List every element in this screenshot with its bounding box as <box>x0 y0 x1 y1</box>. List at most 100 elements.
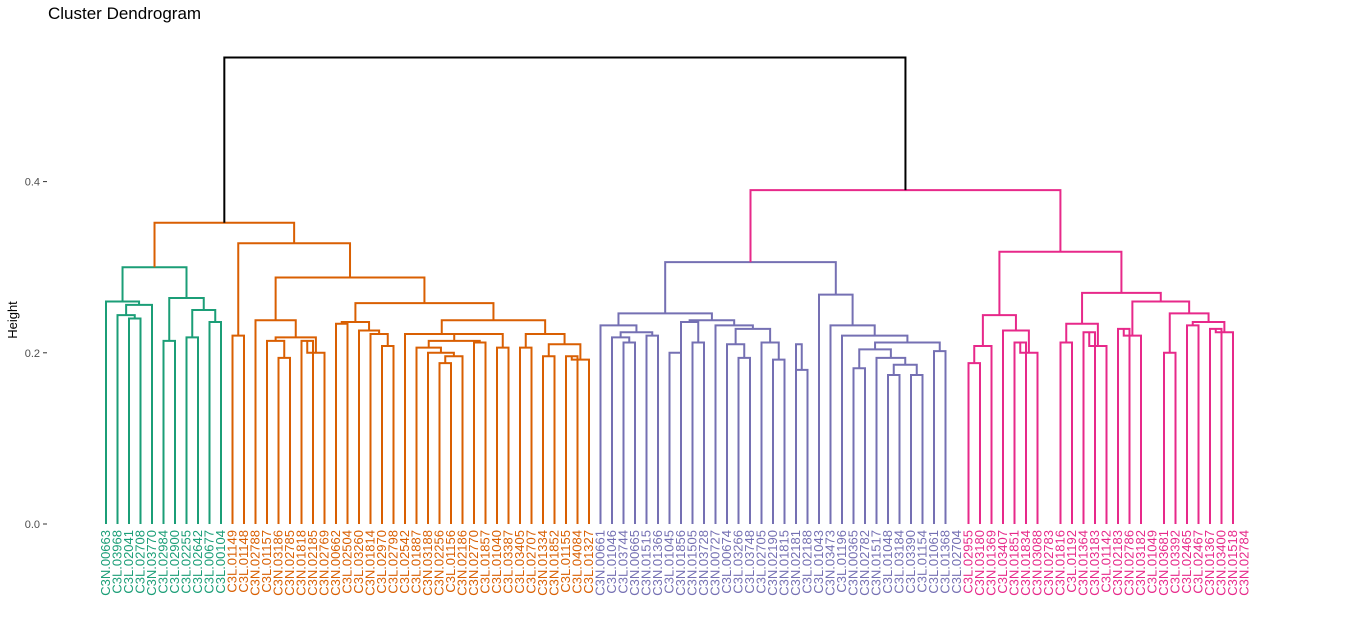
leaf-label: C3L.02041 <box>121 530 136 594</box>
leaf-label: C3N.02788 <box>248 530 263 596</box>
leaf-label: C3L.02704 <box>949 530 964 594</box>
leaf-label: C3N.02786 <box>1122 530 1137 596</box>
leaf-label: C3N.01364 <box>1076 530 1091 596</box>
leaf-label: C3N.03088 <box>1030 530 1045 596</box>
dendrogram-link <box>565 355 579 524</box>
leaf-label: C3L.02955 <box>961 530 976 594</box>
leaf-label: C3L.03392 <box>1168 530 1183 594</box>
leaf-label: C3L.02188 <box>800 530 815 594</box>
leaf-label: C3L.03260 <box>351 530 366 594</box>
dendrogram-link <box>354 302 495 322</box>
leaf-label: C3N.02782 <box>857 530 872 596</box>
leaf-label: C3N.01367 <box>1202 530 1217 596</box>
dendrogram-link <box>1131 300 1191 336</box>
leaf-label: C3N.02181 <box>788 530 803 596</box>
y-axis: 0.0 0.2 0.4 Height <box>5 177 47 531</box>
leaf-label: C3L.03748 <box>742 530 757 594</box>
dendrogram-link <box>369 332 389 524</box>
leaf-label: C3N.02785 <box>282 530 297 596</box>
dendrogram-link <box>121 266 188 302</box>
dendrogram-link <box>622 341 636 524</box>
leaf-label: C3L.02642 <box>190 530 205 594</box>
leaf-label: C3L.02970 <box>374 530 389 594</box>
leaf-label: C3L.01049 <box>1145 530 1160 594</box>
chart-title: Cluster Dendrogram <box>48 4 202 23</box>
leaf-label: C3N.00662 <box>328 530 343 596</box>
leaf-label: C3L.02798 <box>386 530 401 594</box>
leaf-label: C3N.02769 <box>317 530 332 596</box>
leaf-label: C3L.04084 <box>570 530 585 594</box>
leaf-label: C3L.00674 <box>719 530 734 594</box>
leaf-label: C3L.01045 <box>662 530 677 594</box>
dendrogram-link <box>1059 341 1073 524</box>
dendrogram-link <box>998 250 1123 316</box>
leaf-label: C3L.01857 <box>478 530 493 594</box>
dendrogram-link <box>818 293 854 524</box>
leaf-label: C3N.01852 <box>547 530 562 596</box>
leaf-label: C3N.03180 <box>972 530 987 596</box>
dendrogram-link <box>153 221 296 268</box>
leaf-label: C3N.00665 <box>627 530 642 596</box>
leaf-label: C3N.01366 <box>650 530 665 596</box>
leaf-label: C3L.03968 <box>110 530 125 594</box>
leaf-label: C3N.03728 <box>696 530 711 596</box>
dendrogram-link <box>664 261 837 314</box>
y-axis-title: Height <box>5 301 20 339</box>
leaf-label: C3L.00104 <box>213 530 228 594</box>
dendrogram-link <box>223 56 907 223</box>
leaf-label: C3L.02467 <box>1191 530 1206 594</box>
dendrogram-link <box>892 363 918 376</box>
leaf-label: C3N.03186 <box>271 530 286 596</box>
dendrogram-link <box>542 355 556 524</box>
dendrogram-link <box>404 332 479 524</box>
leaf-label: C3N.01818 <box>294 530 309 596</box>
dendrogram-link <box>910 374 924 524</box>
dendrogram-link <box>795 368 809 524</box>
dendrogram-branches <box>105 56 1234 524</box>
leaf-label: C3L.01048 <box>880 530 895 594</box>
leaf-label: C3N.01369 <box>984 530 999 596</box>
leaf-label: C3L.01154 <box>915 530 930 593</box>
dendrogram-link <box>277 356 291 524</box>
leaf-label: C3N.00365 <box>846 530 861 596</box>
dendrogram-link <box>1191 320 1226 333</box>
dendrogram-link <box>1186 324 1200 524</box>
leaf-label: C3N.01334 <box>535 530 550 596</box>
dendrogram-link <box>1117 327 1131 524</box>
leaf-label: C3N.01834 <box>1018 530 1033 596</box>
leaf-label: C3L.03184 <box>892 530 907 594</box>
dendrogram-link <box>116 314 136 524</box>
y-tick-label: 0.2 <box>25 348 40 360</box>
leaf-label: C3N.02784 <box>1237 530 1252 596</box>
leaf-labels: C3N.00663C3L.03968C3L.02041C3L.02708C3N.… <box>98 530 1252 596</box>
dendrogram-link <box>274 276 426 321</box>
leaf-label: C3L.03744 <box>616 530 631 594</box>
leaf-label: C3L.02465 <box>1179 530 1194 594</box>
dendrogram-link <box>125 303 153 524</box>
leaf-label: C3L.03387 <box>501 530 516 594</box>
dendrogram-link <box>1019 342 1039 524</box>
leaf-label: C3L.01142 <box>1099 530 1114 593</box>
dendrogram-link <box>1163 351 1177 524</box>
leaf-label: C3L.01040 <box>489 530 504 594</box>
dendrogram-link <box>1168 312 1210 353</box>
leaf-label: C3L.01149 <box>225 530 240 593</box>
dendrogram-link <box>967 362 981 524</box>
dendrogram-link <box>162 339 176 524</box>
leaf-label: C3N.03182 <box>1133 530 1148 596</box>
dendrogram-link <box>570 356 590 524</box>
dendrogram-link <box>335 322 349 524</box>
leaf-label: C3L.01155 <box>558 530 573 593</box>
dendrogram-link <box>726 343 746 524</box>
dendrogram-link <box>306 340 326 524</box>
leaf-label: C3N.02256 <box>432 530 447 596</box>
leaf-label: C3L.01327 <box>581 530 596 594</box>
dendrogram-link <box>1214 328 1234 524</box>
leaf-label: C3L.02255 <box>179 530 194 594</box>
dendrogram-link <box>274 336 317 353</box>
dendrogram-link <box>427 351 455 524</box>
dendrogram-link <box>168 297 205 341</box>
dendrogram-link <box>473 341 487 524</box>
dendrogram-link <box>519 346 533 524</box>
